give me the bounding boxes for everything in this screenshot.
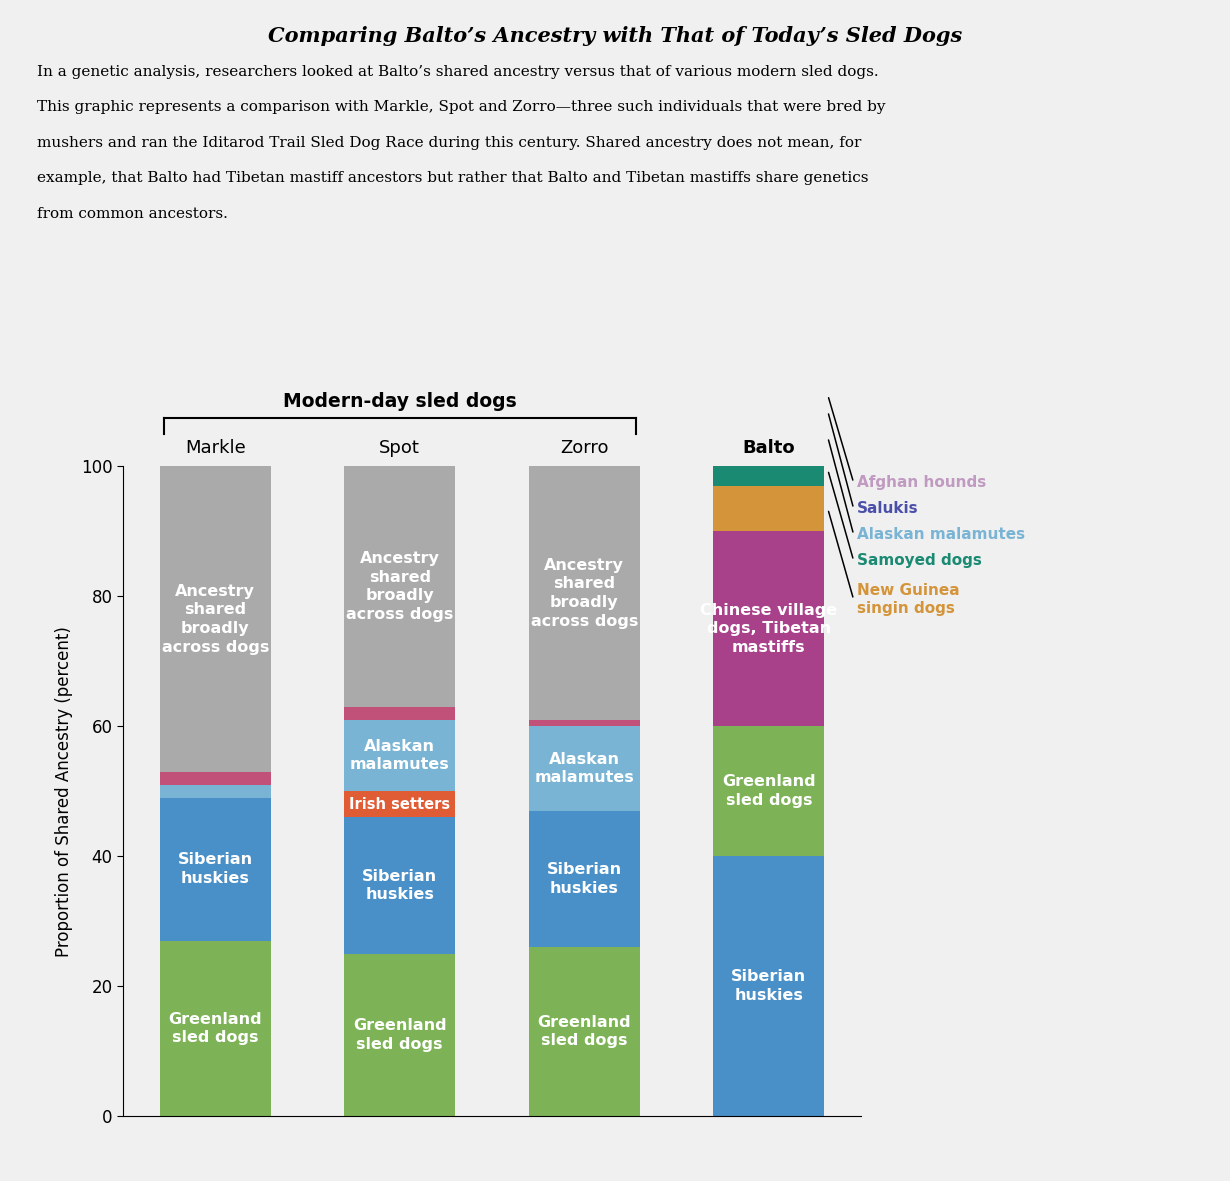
Text: Alaskan
malamutes: Alaskan malamutes	[349, 739, 450, 772]
Text: In a genetic analysis, researchers looked at Balto’s shared ancestry versus that: In a genetic analysis, researchers looke…	[37, 65, 878, 79]
Bar	[713, 531, 824, 726]
Text: Zorro: Zorro	[560, 439, 609, 457]
Text: Greenland
sled dogs: Greenland sled dogs	[538, 1014, 631, 1049]
Bar	[713, 485, 824, 531]
Text: Siberian
huskies: Siberian huskies	[546, 862, 622, 895]
Bar	[529, 810, 640, 947]
Bar	[713, 791, 824, 810]
Bar	[344, 791, 455, 817]
Bar	[713, 402, 824, 420]
Text: Siberian
huskies: Siberian huskies	[731, 970, 807, 1003]
Text: Modern-day sled dogs: Modern-day sled dogs	[283, 392, 517, 411]
Text: Salukis: Salukis	[857, 501, 919, 516]
Bar	[713, 726, 824, 856]
Bar	[713, 420, 824, 454]
Text: This graphic represents a comparison with Markle, Spot and Zorro—three such indi: This graphic represents a comparison wit…	[37, 100, 886, 115]
Text: example, that Balto had Tibetan mastiff ancestors but rather that Balto and Tibe: example, that Balto had Tibetan mastiff …	[37, 171, 868, 185]
Text: Irish setters: Irish setters	[349, 797, 450, 811]
Bar	[713, 856, 824, 1116]
Text: Siberian
huskies: Siberian huskies	[177, 853, 253, 886]
Text: Siberian
huskies: Siberian huskies	[362, 869, 438, 902]
Bar	[529, 720, 640, 726]
Bar	[529, 726, 640, 810]
Text: Greenland
sled dogs: Greenland sled dogs	[722, 775, 815, 808]
Bar	[713, 454, 824, 485]
Bar	[713, 810, 824, 843]
Bar	[713, 921, 824, 1116]
Bar	[160, 798, 271, 940]
Text: Greenland
sled dogs: Greenland sled dogs	[169, 1012, 262, 1045]
Text: from common ancestors.: from common ancestors.	[37, 207, 228, 221]
Text: Alaskan
malamutes: Alaskan malamutes	[534, 752, 635, 785]
Bar	[713, 778, 824, 791]
Text: Afghan hounds: Afghan hounds	[857, 475, 986, 490]
Bar	[160, 772, 271, 784]
Text: Ancestry
shared
broadly
across dogs: Ancestry shared broadly across dogs	[530, 557, 638, 628]
Bar	[344, 466, 455, 706]
Bar	[344, 817, 455, 954]
Text: Markle: Markle	[184, 439, 246, 457]
Bar	[713, 876, 824, 921]
Bar	[713, 368, 824, 389]
Text: Alaskan malamutes: Alaskan malamutes	[857, 527, 1026, 542]
Text: New Guinea
singin dogs: New Guinea singin dogs	[857, 583, 959, 615]
Text: Balto: Balto	[743, 439, 795, 457]
Bar	[713, 843, 824, 876]
Y-axis label: Proportion of Shared Ancestry (percent): Proportion of Shared Ancestry (percent)	[54, 626, 73, 957]
Bar	[529, 466, 640, 719]
Text: Spot: Spot	[379, 439, 421, 457]
Bar	[344, 719, 455, 791]
Text: Chinese village
dogs, Tibetan
mastiffs: Chinese village dogs, Tibetan mastiffs	[700, 602, 838, 655]
Bar	[160, 466, 271, 772]
Text: Comparing Balto’s Ancestry with That of Today’s Sled Dogs: Comparing Balto’s Ancestry with That of …	[268, 26, 962, 46]
Text: Greenland
sled dogs: Greenland sled dogs	[353, 1018, 446, 1051]
Bar	[160, 784, 271, 798]
Text: Ancestry
shared
broadly
across dogs: Ancestry shared broadly across dogs	[346, 552, 454, 622]
Bar	[160, 940, 271, 1116]
Bar	[344, 954, 455, 1116]
Text: Samoyed dogs: Samoyed dogs	[857, 553, 983, 568]
Bar	[344, 706, 455, 719]
Text: mushers and ran the Iditarod Trail Sled Dog Race during this century. Shared anc: mushers and ran the Iditarod Trail Sled …	[37, 136, 861, 150]
Text: Ancestry
shared
broadly
across dogs: Ancestry shared broadly across dogs	[161, 583, 269, 654]
Bar	[713, 389, 824, 402]
Bar	[529, 947, 640, 1116]
